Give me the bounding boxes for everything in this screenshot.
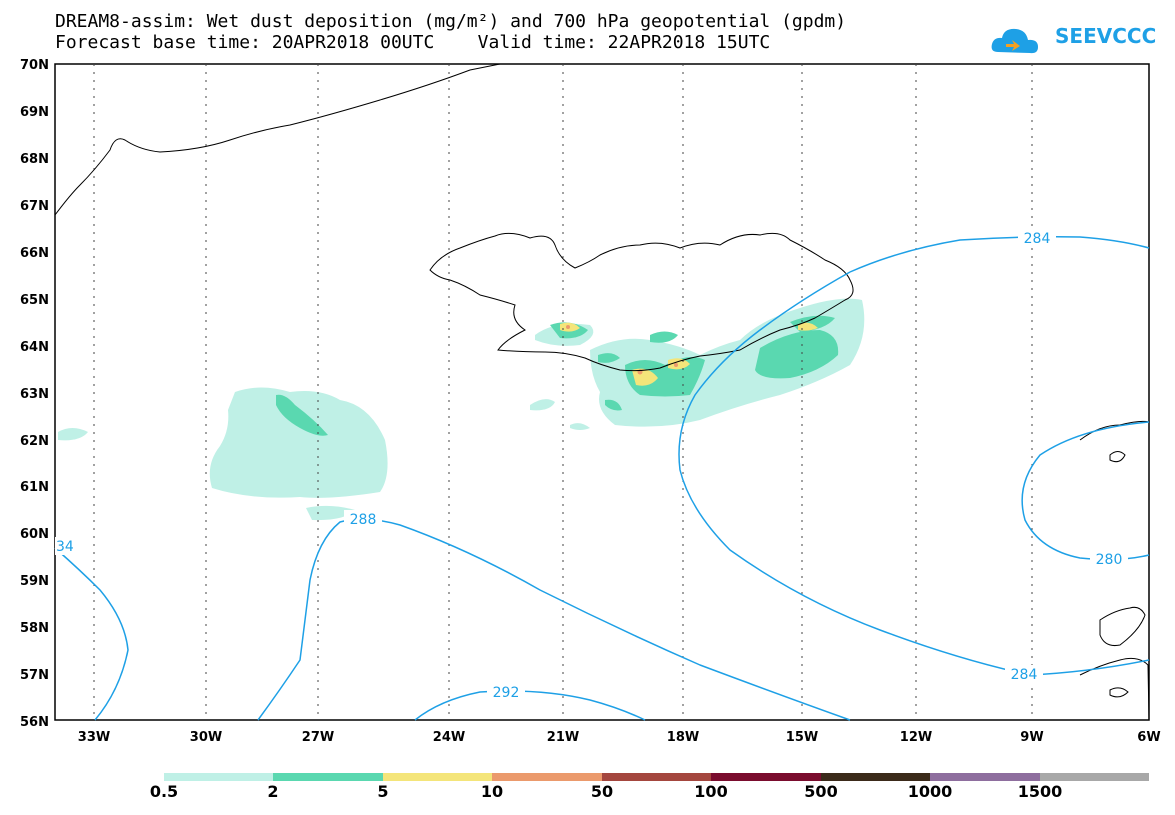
contour-label-288: 288 xyxy=(350,512,377,528)
lon-label: 24W xyxy=(433,730,465,745)
lon-label: 33W xyxy=(78,730,110,745)
colorbar-label: 100 xyxy=(694,782,728,801)
lat-label: 62N xyxy=(20,434,49,449)
lon-label: 27W xyxy=(302,730,334,745)
forecast-times: Forecast base time: 20APR2018 00UTC Vali… xyxy=(55,32,771,53)
logo-text: SEEVCCC xyxy=(1055,24,1157,48)
lat-label: 70N xyxy=(20,58,49,73)
contour-label-284-partial: 34 xyxy=(56,539,74,555)
colorbar-segment xyxy=(1040,773,1149,781)
lat-label: 66N xyxy=(20,246,49,261)
lon-label: 30W xyxy=(190,730,222,745)
lon-label: 9W xyxy=(1020,730,1043,745)
contour-label-284-south: 284 xyxy=(1011,667,1038,683)
gridlines xyxy=(93,64,1033,720)
colorbar-segment xyxy=(383,773,492,781)
longitude-labels: 33W 30W 27W 24W 21W 18W 15W 12W 9W 6W xyxy=(78,730,1161,745)
lon-label: 18W xyxy=(667,730,699,745)
colorbar-label: 5 xyxy=(377,782,389,801)
lon-label: 12W xyxy=(900,730,932,745)
lat-label: 58N xyxy=(20,621,49,636)
colorbar-segment xyxy=(821,773,930,781)
lat-label: 61N xyxy=(20,480,49,495)
lat-label: 56N xyxy=(20,715,49,730)
lon-label: 21W xyxy=(547,730,579,745)
latitude-labels: 70N 69N 68N 67N 66N 65N 64N 63N 62N 61N … xyxy=(20,58,49,730)
lat-label: 65N xyxy=(20,293,49,308)
colorbar-segment xyxy=(492,773,602,781)
colorbar-label: 1000 xyxy=(907,782,953,801)
colorbar-label: 50 xyxy=(590,782,614,801)
coastlines xyxy=(54,63,1150,721)
lat-label: 68N xyxy=(20,152,49,167)
lat-label: 67N xyxy=(20,199,49,214)
colorbar-label: 500 xyxy=(804,782,838,801)
colorbar-segment xyxy=(711,773,821,781)
cloud-logo-icon xyxy=(991,28,1038,54)
lat-label: 57N xyxy=(20,668,49,683)
lat-label: 60N xyxy=(20,527,49,542)
colorbar-segment xyxy=(164,773,273,781)
lat-label: 64N xyxy=(20,340,49,355)
contour-label-292: 292 xyxy=(493,685,520,701)
colorbar-segment xyxy=(602,773,711,781)
contour-label-280: 280 xyxy=(1096,552,1123,568)
lat-label: 59N xyxy=(20,574,49,589)
colorbar-label: 10 xyxy=(480,782,504,801)
contour-labels: 284 288 292 280 284 34 xyxy=(55,228,1128,701)
colorbar-label: 2 xyxy=(267,782,279,801)
map-title: DREAM8-assim: Wet dust deposition (mg/m²… xyxy=(55,11,847,32)
colorbar-label: 0.5 xyxy=(149,782,179,801)
colorbar-segment xyxy=(930,773,1040,781)
lon-label: 6W xyxy=(1137,730,1160,745)
lat-label: 63N xyxy=(20,387,49,402)
lon-label: 15W xyxy=(786,730,818,745)
lat-label: 69N xyxy=(20,105,49,120)
colorbar-segment xyxy=(273,773,383,781)
contour-label-284-north: 284 xyxy=(1024,231,1051,247)
colorbar-label: 1500 xyxy=(1017,782,1063,801)
